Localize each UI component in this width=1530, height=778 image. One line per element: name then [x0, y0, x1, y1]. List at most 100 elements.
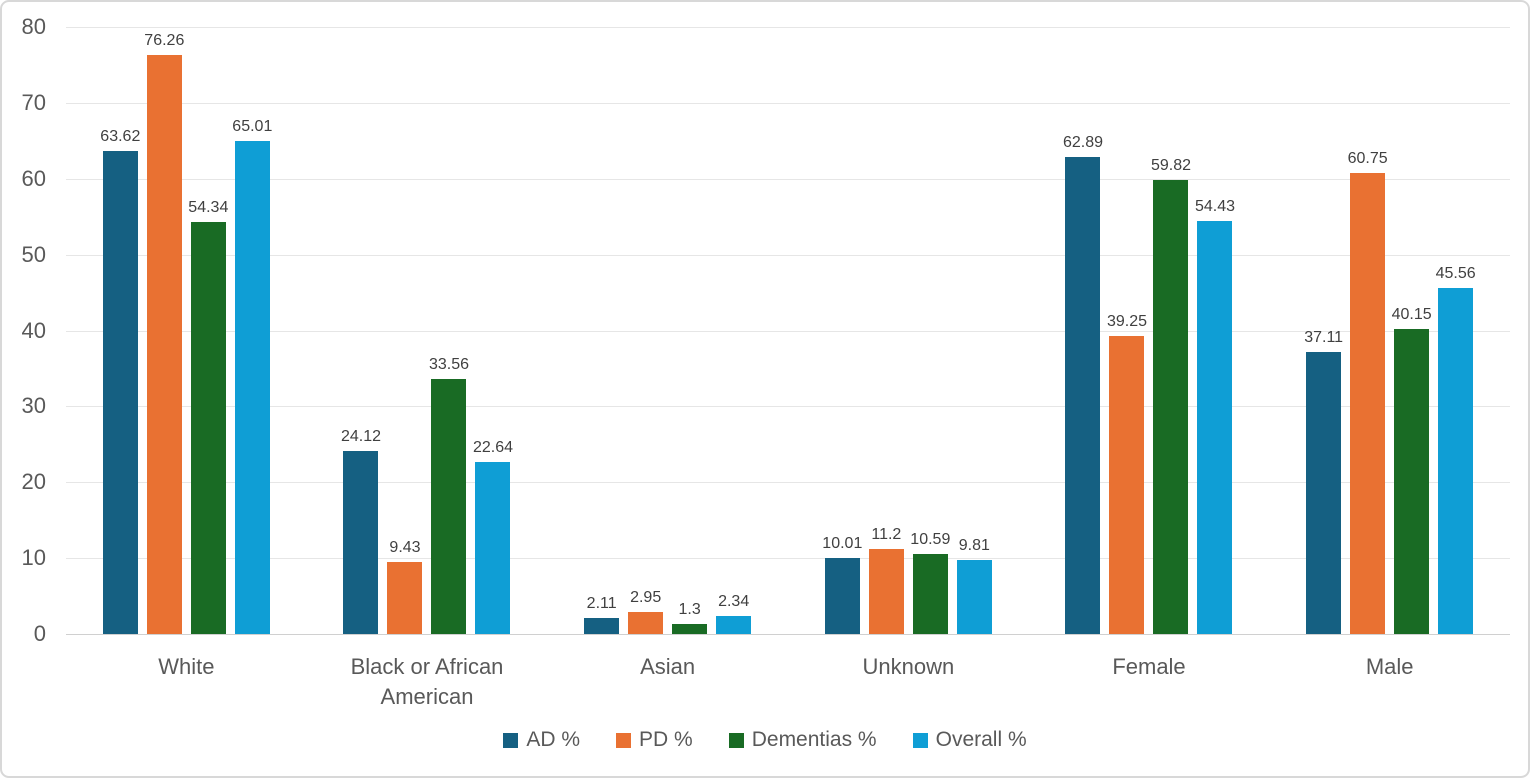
data-label: 54.43: [1194, 198, 1236, 216]
y-axis-tick-label-50: 50: [21, 241, 46, 267]
bar-slot: 59.82: [1151, 27, 1191, 634]
bar-series-3-cat-5: [1438, 288, 1474, 634]
bar-slot: 9.81: [956, 27, 992, 634]
bar-slot: 2.11: [584, 27, 620, 634]
gridline-80: [66, 27, 1510, 28]
bar-slot: 1.3: [672, 27, 708, 634]
data-label: 9.43: [389, 539, 421, 557]
legend: AD % PD % Dementias % Overall %: [2, 728, 1528, 752]
data-label: 24.12: [340, 428, 382, 445]
bar-group-5: 37.11 60.75 40.15 45.56: [1269, 27, 1510, 634]
y-axis-tick-label-0: 0: [33, 621, 46, 646]
y-axis-tick-label-40: 40: [21, 317, 46, 343]
x-axis-category-label-0: White: [158, 654, 215, 679]
bar-series-3-cat-3: [956, 559, 992, 634]
bar-slot: 39.25: [1106, 27, 1148, 634]
bar-series-2-cat-4: [1153, 180, 1189, 634]
data-label: 60.75: [1347, 150, 1388, 168]
x-axis-category-label-4: Female: [1112, 654, 1186, 679]
y-axis-tick-label-70: 70: [21, 89, 46, 115]
legend-label: AD %: [526, 728, 581, 751]
legend-label: Overall %: [935, 728, 1027, 751]
bar-slot: 76.26: [144, 27, 185, 634]
bar-slot: 54.34: [188, 27, 229, 634]
bar-series-3-cat-0: [234, 140, 270, 634]
bar-group-4: 62.89 39.25 59.82 54.43: [1029, 27, 1270, 634]
bar-slot: 54.43: [1194, 27, 1236, 634]
bar-series-3-cat-4: [1197, 221, 1233, 634]
bar-series-2-cat-2: [672, 624, 708, 634]
gridline-60: [66, 178, 1510, 180]
data-label: 2.34: [718, 593, 750, 611]
data-label: 22.64: [472, 439, 514, 457]
y-axis-tick-label-80: 80: [21, 14, 46, 39]
bar-series-2-cat-1: [431, 379, 467, 634]
bar-series-0-cat-2: [584, 618, 620, 634]
data-label: 45.56: [1435, 265, 1476, 283]
bar-slot: 45.56: [1435, 27, 1476, 634]
bar-group-1: 24.12 9.43 33.56 22.64: [307, 27, 548, 634]
legend-item-1: PD %: [616, 728, 693, 752]
gridline-20: [66, 482, 1510, 484]
data-label: 11.2: [871, 526, 902, 544]
legend-swatch-icon: [912, 732, 928, 748]
y-axis-tick-label-30: 30: [21, 393, 46, 419]
data-label: 65.01: [232, 117, 273, 135]
bar-slot: 2.95: [628, 27, 664, 634]
bar-series-1-cat-3: [868, 549, 904, 634]
bar-series-0-cat-0: [102, 151, 138, 634]
data-label: 40.15: [1391, 306, 1432, 324]
x-axis-category-label-5: Male: [1365, 654, 1414, 679]
data-label: 37.11: [1304, 329, 1344, 347]
bar-slot: 10.01: [822, 27, 862, 634]
bar-series-2-cat-3: [912, 553, 948, 634]
bar-series-0-cat-4: [1065, 156, 1101, 634]
y-axis-tick-label-60: 60: [21, 165, 46, 191]
y-axis-tick-label-10: 10: [21, 545, 46, 571]
bar-series-0-cat-3: [824, 558, 860, 634]
data-label: 2.11: [586, 595, 617, 612]
data-label: 2.95: [630, 588, 662, 606]
data-label: 39.25: [1106, 313, 1148, 331]
bar-group-3: 10.01 11.2 10.59 9.81: [788, 27, 1029, 634]
bar-slot: 37.11: [1304, 27, 1344, 634]
data-label: 63.62: [100, 128, 141, 146]
bar-series-2-cat-5: [1394, 329, 1430, 634]
bar-slot: 9.43: [387, 27, 423, 634]
bar-slot: 40.15: [1391, 27, 1432, 634]
bar-series-0-cat-1: [343, 451, 379, 634]
gridline-40: [66, 330, 1510, 332]
gridline-50: [66, 254, 1510, 256]
legend-swatch-icon: [728, 732, 744, 748]
bar-series-2-cat-0: [190, 221, 226, 634]
gridline-30: [66, 406, 1510, 408]
data-label: 1.3: [678, 601, 701, 619]
legend-item-3: Overall %: [912, 728, 1027, 752]
legend-label: PD %: [639, 728, 693, 751]
gridline-70: [66, 102, 1510, 104]
x-axis-category-label-2: Asian: [640, 654, 696, 679]
bar-series-1-cat-0: [146, 55, 182, 634]
data-label: 76.26: [144, 32, 185, 50]
legend-swatch-icon: [503, 732, 519, 748]
bar-series-1-cat-2: [628, 611, 664, 634]
bar-group-0: 63.62 76.26 54.34 65.01: [66, 27, 307, 634]
gridline-0: [66, 634, 1510, 635]
bar-series-1-cat-4: [1109, 336, 1145, 634]
bar-series-3-cat-2: [716, 616, 752, 634]
legend-item-2: Dementias %: [728, 728, 877, 752]
bar-slot: 2.34: [716, 27, 752, 634]
bar-slot: 65.01: [232, 27, 273, 634]
data-label: 62.89: [1062, 133, 1104, 151]
y-axis-tick-label-20: 20: [21, 469, 46, 495]
bar-slot: 60.75: [1347, 27, 1388, 634]
data-label: 10.59: [910, 530, 951, 548]
x-axis-category-label-1: Black or African American: [350, 654, 504, 709]
data-label: 9.81: [958, 536, 990, 554]
bar-slot: 24.12: [340, 27, 382, 634]
data-label: 54.34: [188, 198, 229, 216]
gridline-10: [66, 558, 1510, 560]
bar-slot: 11.2: [868, 27, 904, 634]
bar-slot: 63.62: [100, 27, 141, 634]
